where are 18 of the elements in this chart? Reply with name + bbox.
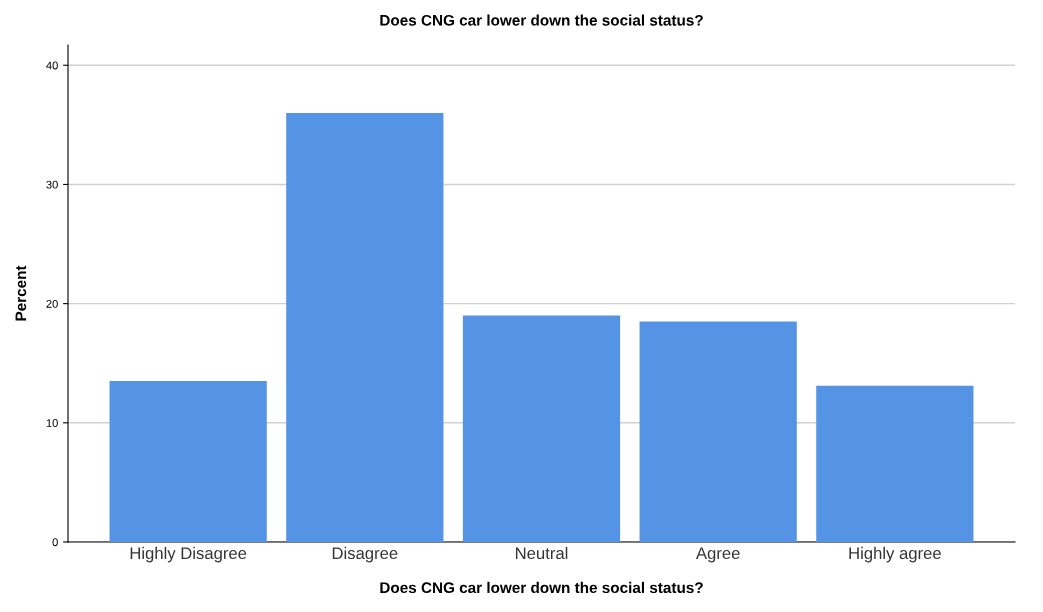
x-tick-label: Neutral — [516, 546, 568, 560]
bar — [109, 381, 267, 542]
y-tick-label: 20 — [46, 299, 58, 308]
bar — [286, 112, 444, 542]
bar — [816, 385, 974, 542]
x-tick-label: Agree — [695, 547, 740, 563]
x-axis-title: Does CNG car lower down the social status? — [380, 581, 703, 594]
chart-title: Does CNG car lower down the social status? — [380, 14, 703, 26]
x-tick-label: Highly agree — [849, 546, 941, 563]
y-tick-label: 0 — [52, 538, 58, 547]
x-tick-label: Disagree — [332, 546, 398, 563]
y-tick-label: 10 — [46, 419, 58, 427]
bar — [462, 315, 621, 542]
x-tick-label: Highly Disagree — [130, 546, 247, 563]
bar — [639, 321, 797, 542]
y-tick-label: 30 — [46, 180, 58, 189]
y-tick-label: 40 — [46, 61, 58, 70]
y-axis-title: Percent — [15, 265, 27, 321]
